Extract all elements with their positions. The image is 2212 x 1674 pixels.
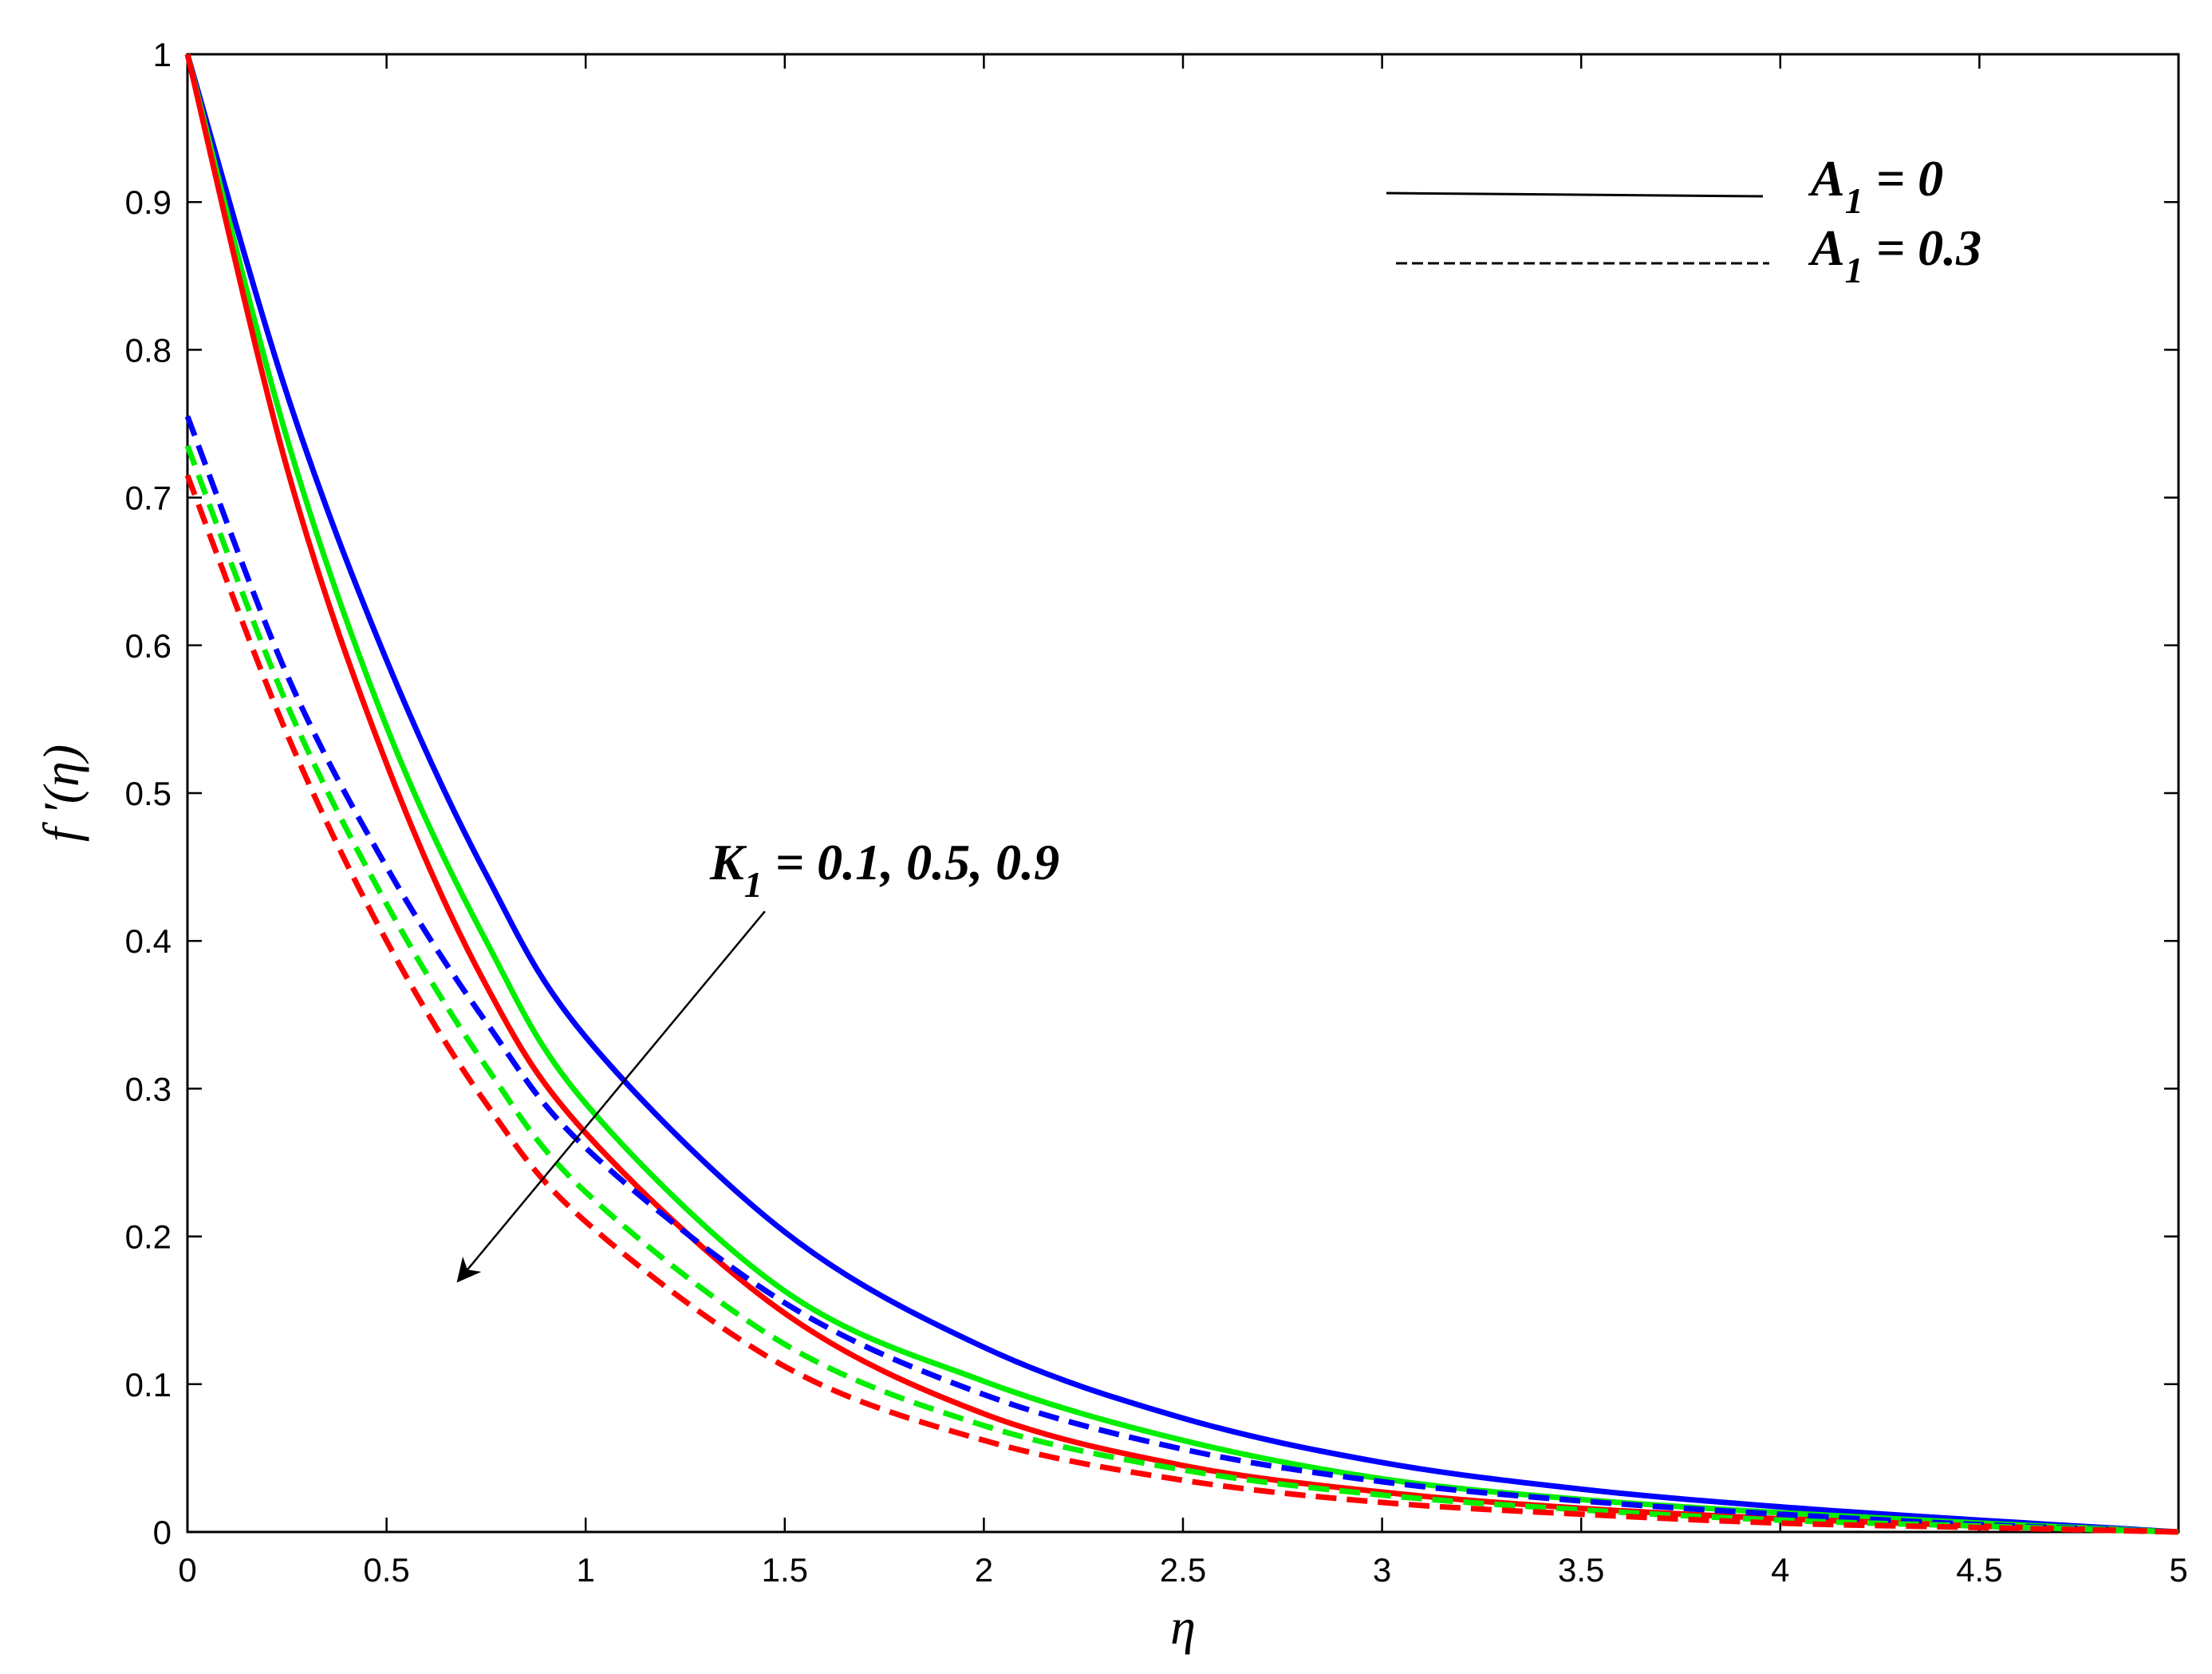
y-tick-label: 0.5 — [125, 775, 172, 812]
legend: A1 = 0 A1 = 0.3 — [1386, 150, 1981, 290]
x-tick-label: 3.5 — [1558, 1551, 1604, 1589]
x-tick-label: 3 — [1373, 1551, 1391, 1589]
annotation-label: K1 = 0.1, 0.5, 0.9 — [709, 834, 1059, 905]
x-tick-label: 0 — [178, 1551, 196, 1589]
y-tick-label: 0.2 — [125, 1218, 172, 1256]
series-line-5 — [184, 474, 2179, 1535]
series-line-0 — [184, 53, 2179, 1535]
series-line-3 — [184, 415, 2179, 1535]
y-tick-label: 0.8 — [125, 331, 172, 369]
y-axis-label: f ′(η) — [33, 744, 89, 842]
legend-label-dashed: A1 = 0.3 — [1808, 219, 1981, 290]
y-tick-label: 0.6 — [125, 627, 172, 665]
x-tick-label: 4 — [1771, 1551, 1789, 1589]
x-tick-label: 2.5 — [1160, 1551, 1206, 1589]
series-line-4 — [184, 444, 2179, 1535]
x-axis-label: η — [1170, 1598, 1196, 1655]
legend-line-solid — [1386, 191, 1764, 198]
series-lines — [184, 53, 2179, 1535]
y-tick-label: 0.3 — [125, 1070, 172, 1107]
y-tick-label: 0.7 — [125, 480, 172, 517]
x-tick-label: 1.5 — [762, 1551, 808, 1589]
x-tick-label: 5 — [2169, 1551, 2187, 1589]
y-tick-label: 0 — [153, 1514, 172, 1551]
x-tick-label: 2 — [975, 1551, 993, 1589]
y-tick-label: 0.1 — [125, 1366, 172, 1404]
annotation-arrow — [456, 910, 766, 1283]
x-tick-label: 1 — [577, 1551, 595, 1589]
y-tick-label: 1 — [153, 36, 172, 73]
axis-ticks: 0 0.5 1 1.5 2 2.5 3 3.5 4 4.5 5 0 0.1 0.2 0.3 0.4 0.5 0.6… — [125, 36, 2188, 1589]
x-tick-label: 4.5 — [1956, 1551, 2002, 1589]
y-tick-label: 0.9 — [125, 184, 172, 221]
legend-label-solid: A1 = 0 — [1808, 150, 1943, 221]
annotation: K1 = 0.1, 0.5, 0.9 — [456, 834, 1059, 1283]
x-tick-label: 0.5 — [363, 1551, 409, 1589]
y-tick-label: 0.4 — [125, 922, 172, 960]
